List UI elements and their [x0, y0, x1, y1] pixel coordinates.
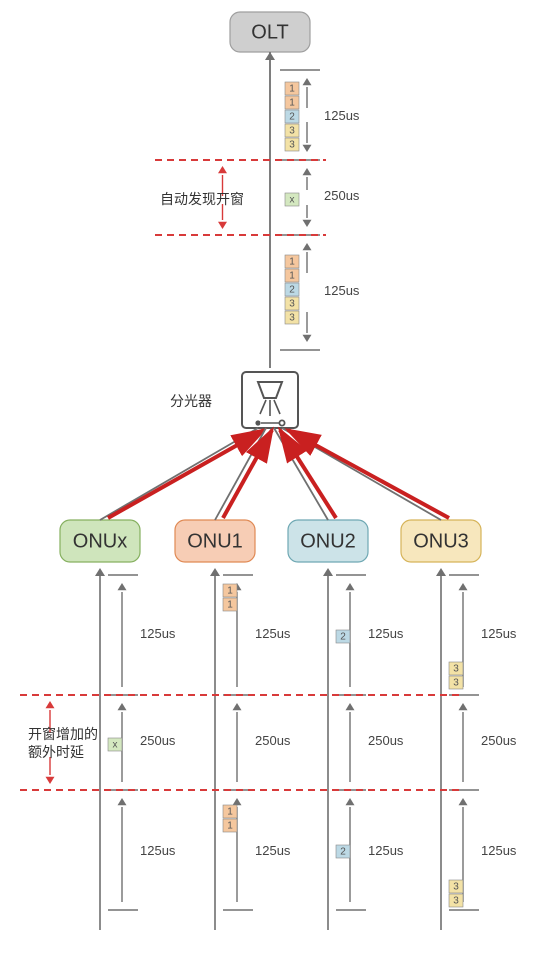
svg-text:3: 3: [453, 896, 459, 907]
svg-text:x: x: [113, 740, 118, 751]
svg-text:x: x: [290, 195, 295, 206]
svg-text:125us: 125us: [255, 843, 291, 858]
svg-text:125us: 125us: [368, 843, 404, 858]
svg-text:1: 1: [289, 257, 295, 268]
svg-text:1: 1: [227, 600, 233, 611]
trunk-seg3-time: 125us: [324, 283, 360, 298]
svg-text:3: 3: [453, 678, 459, 689]
svg-text:2: 2: [289, 112, 295, 123]
svg-text:2: 2: [340, 632, 346, 643]
svg-text:2: 2: [340, 847, 346, 858]
annotation-extra-delay-1: 额外时延: [28, 744, 84, 760]
svg-text:125us: 125us: [255, 626, 291, 641]
annotation-extra-delay-0: 开窗增加的: [28, 726, 98, 742]
svg-text:250us: 250us: [368, 733, 404, 748]
trunk-seg1-time: 125us: [324, 108, 360, 123]
annotation-auto-discovery: 自动发现开窗: [160, 191, 244, 207]
svg-text:3: 3: [289, 140, 295, 151]
svg-text:250us: 250us: [255, 733, 291, 748]
svg-text:125us: 125us: [140, 626, 176, 641]
svg-text:250us: 250us: [481, 733, 517, 748]
onu2-label: ONU2: [300, 530, 356, 552]
svg-text:3: 3: [289, 313, 295, 324]
svg-text:3: 3: [289, 299, 295, 310]
svg-text:125us: 125us: [368, 626, 404, 641]
svg-text:3: 3: [453, 882, 459, 893]
onux-label: ONUx: [73, 530, 127, 552]
svg-text:3: 3: [453, 664, 459, 675]
svg-text:1: 1: [227, 821, 233, 832]
svg-text:2: 2: [289, 285, 295, 296]
upstream-arrow-onu3: [288, 430, 449, 518]
svg-text:125us: 125us: [481, 843, 517, 858]
svg-text:1: 1: [227, 586, 233, 597]
svg-text:3: 3: [289, 126, 295, 137]
svg-text:125us: 125us: [140, 843, 176, 858]
trunk-seg2-time: 250us: [324, 188, 360, 203]
onu1-label: ONU1: [187, 530, 243, 552]
olt-label: OLT: [251, 21, 288, 43]
svg-text:1: 1: [289, 84, 295, 95]
svg-text:1: 1: [289, 98, 295, 109]
onu3-label: ONU3: [413, 530, 469, 552]
svg-text:1: 1: [289, 271, 295, 282]
svg-text:250us: 250us: [140, 733, 176, 748]
splitter-label: 分光器: [170, 393, 212, 409]
svg-text:125us: 125us: [481, 626, 517, 641]
svg-text:1: 1: [227, 807, 233, 818]
